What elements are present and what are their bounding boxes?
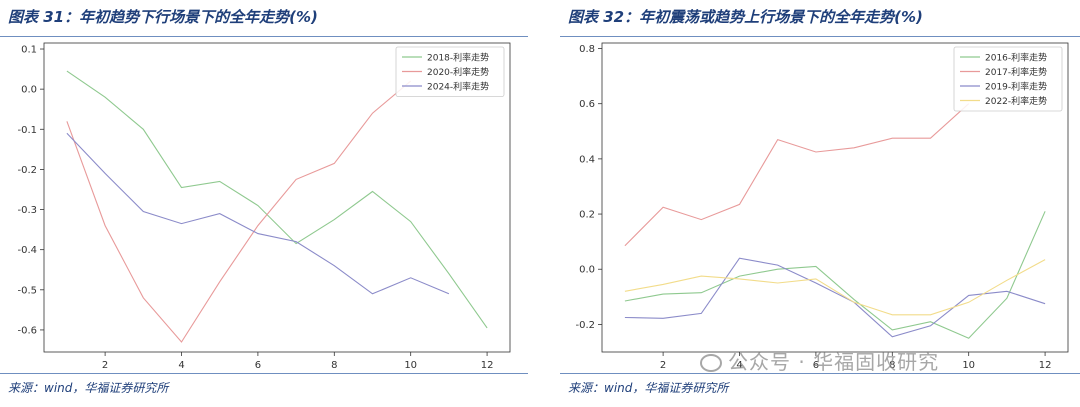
y-tick-label: 0.2 (579, 210, 595, 221)
watermark-text: 公众号 · 华福固收研究 (728, 350, 940, 374)
plot-frame (43, 42, 511, 353)
title-divider (560, 36, 1080, 37)
source-note: 来源：wind，华福证券研究所 (568, 381, 729, 395)
x-tick-label: 10 (962, 360, 975, 368)
x-tick-label: 4 (736, 360, 742, 368)
x-tick-label: 8 (889, 360, 895, 368)
legend-label: 2020-利率走势 (427, 66, 489, 78)
source-note: 来源：wind，华福证券研究所 (8, 381, 169, 395)
legend-label: 2019-利率走势 (985, 81, 1047, 93)
x-tick-label: 12 (481, 360, 494, 368)
series-line-2 (624, 257, 1046, 338)
x-tick-label: 2 (102, 360, 108, 368)
y-tick-label: 0.8 (579, 44, 595, 55)
y-tick-label: 0.0 (21, 85, 37, 96)
y-tick-label: -0.3 (17, 205, 37, 216)
y-tick-label: 0.0 (579, 265, 595, 276)
series-line-0 (66, 70, 488, 329)
figure-title: 图表 31：年初趋势下行场景下的全年走势(%) (8, 8, 318, 26)
legend-box (395, 46, 505, 97)
y-tick-label: -0.6 (17, 325, 37, 336)
title-divider (0, 36, 528, 37)
x-tick-label: 12 (1039, 360, 1052, 368)
series-line-1 (66, 80, 412, 343)
series-line-2 (66, 132, 450, 295)
chart-panel-31: 图表 31：年初趋势下行场景下的全年走势(%) 0.1 0.0 -0.1 -0.2 -0… (0, 0, 528, 407)
line-chart-31: 0.1 0.0 -0.1 -0.2 -0.3 -0.4 -0.5 -0.6 2 4 6 8 10 12 20… (17, 42, 511, 368)
y-tick-label: -0.4 (17, 245, 37, 256)
x-tick-label: 10 (404, 360, 417, 368)
legend-label: 2018-利率走势 (427, 52, 489, 64)
watermark: 公众号 · 华福固收研究 (700, 346, 939, 375)
chart-panel-32: 图表 32：年初震荡或趋势上行场景下的全年走势(%) 0.8 0.6 0.4 0.2 0… (560, 0, 1080, 407)
series-line-0 (624, 211, 1046, 339)
y-tick-label: -0.5 (17, 285, 37, 296)
y-tick-label: 0.4 (579, 154, 595, 165)
series-line-1 (624, 103, 970, 247)
source-divider (560, 373, 1080, 374)
y-tick-label: 0.6 (579, 99, 595, 110)
y-tick-label: 0.1 (21, 45, 37, 56)
x-tick-label: 6 (255, 360, 261, 368)
wechat-icon (700, 354, 722, 372)
legend-label: 2016-利率走势 (985, 52, 1047, 64)
legend-label: 2024-利率走势 (427, 81, 489, 93)
y-tick-label: -0.2 (17, 165, 37, 176)
source-divider (0, 373, 528, 374)
legend-box (953, 46, 1063, 112)
y-tick-label: -0.2 (575, 320, 595, 331)
figure-title: 图表 32：年初震荡或趋势上行场景下的全年走势(%) (568, 8, 923, 26)
series-line-3 (624, 259, 1046, 316)
plot-frame (601, 42, 1069, 353)
x-tick-label: 8 (331, 360, 337, 368)
legend-label: 2017-利率走势 (985, 66, 1047, 78)
x-tick-label: 2 (660, 360, 666, 368)
legend-label: 2022-利率走势 (985, 95, 1047, 107)
y-tick-label: -0.1 (17, 125, 37, 136)
x-tick-label: 6 (813, 360, 819, 368)
x-tick-label: 4 (178, 360, 184, 368)
line-chart-32: 0.8 0.6 0.4 0.2 0.0 -0.2 2 4 6 8 10 12 2016-利率走势 2017… (575, 42, 1069, 368)
